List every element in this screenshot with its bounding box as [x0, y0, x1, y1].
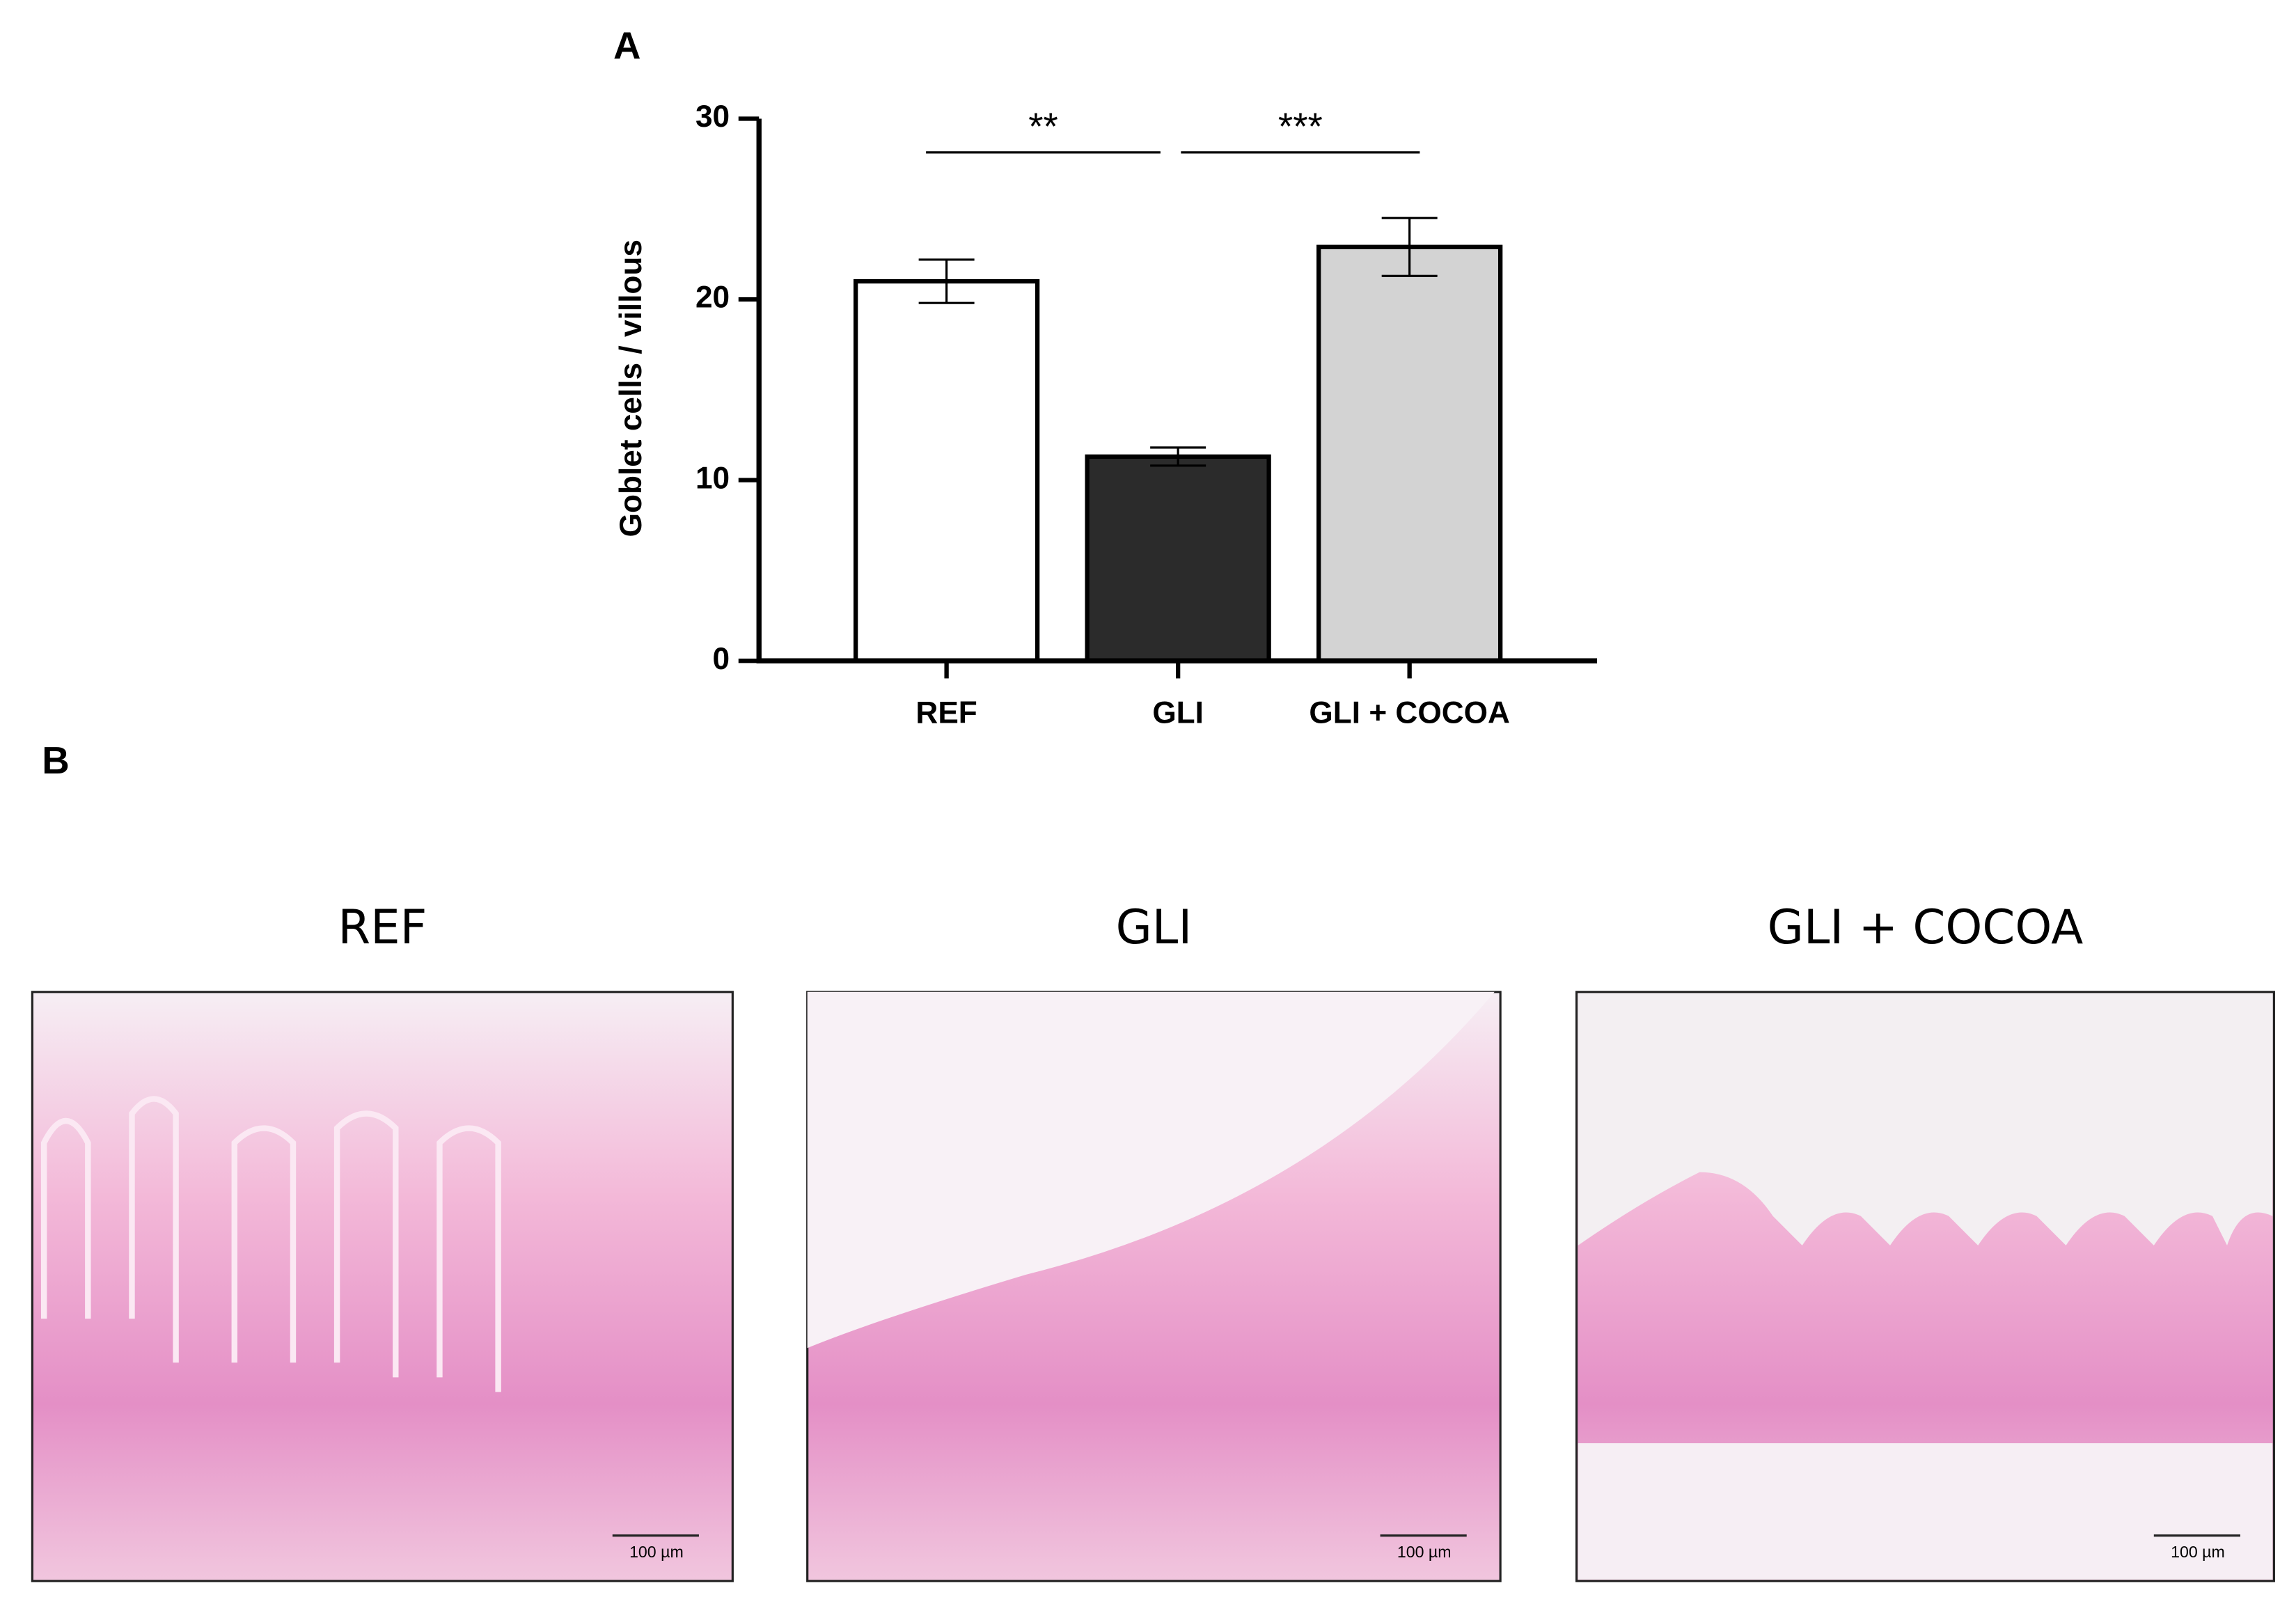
y-axis-label: Goblet cells / villous [614, 239, 648, 537]
error-bar [1381, 217, 1438, 277]
bar [1085, 454, 1271, 663]
scale-bar-label: 100 µm [1397, 1543, 1452, 1561]
panel-label: A [613, 24, 641, 67]
scale-bar-label: 100 µm [629, 1543, 684, 1561]
bar [853, 278, 1040, 663]
error-bar [918, 258, 975, 304]
micrographs [31, 991, 2275, 1582]
y-tick-label: 20 [695, 281, 730, 315]
micrograph-title: GLI + COCOA [1768, 899, 2084, 954]
x-tick-label: GLI + COCOA [1309, 696, 1509, 730]
micrograph [806, 991, 1502, 1582]
micrograph [31, 991, 734, 1582]
micrograph [1575, 991, 2275, 1582]
bar [1316, 244, 1503, 663]
y-tick-label: 10 [695, 461, 730, 495]
panel-label: B [42, 739, 70, 782]
axes [756, 118, 1598, 663]
y-tick-label: 0 [713, 642, 730, 676]
significance-label: ** [1028, 104, 1058, 148]
x-tick-label: GLI [1152, 696, 1204, 730]
micrograph-title: GLI [1116, 899, 1193, 954]
significance-label: *** [1278, 104, 1323, 148]
scale-bar-label: 100 µm [2171, 1543, 2225, 1561]
micrograph-title: REF [338, 899, 427, 954]
x-tick-label: REF [915, 696, 977, 730]
error-bar [1150, 446, 1206, 467]
y-tick-label: 30 [695, 100, 730, 134]
